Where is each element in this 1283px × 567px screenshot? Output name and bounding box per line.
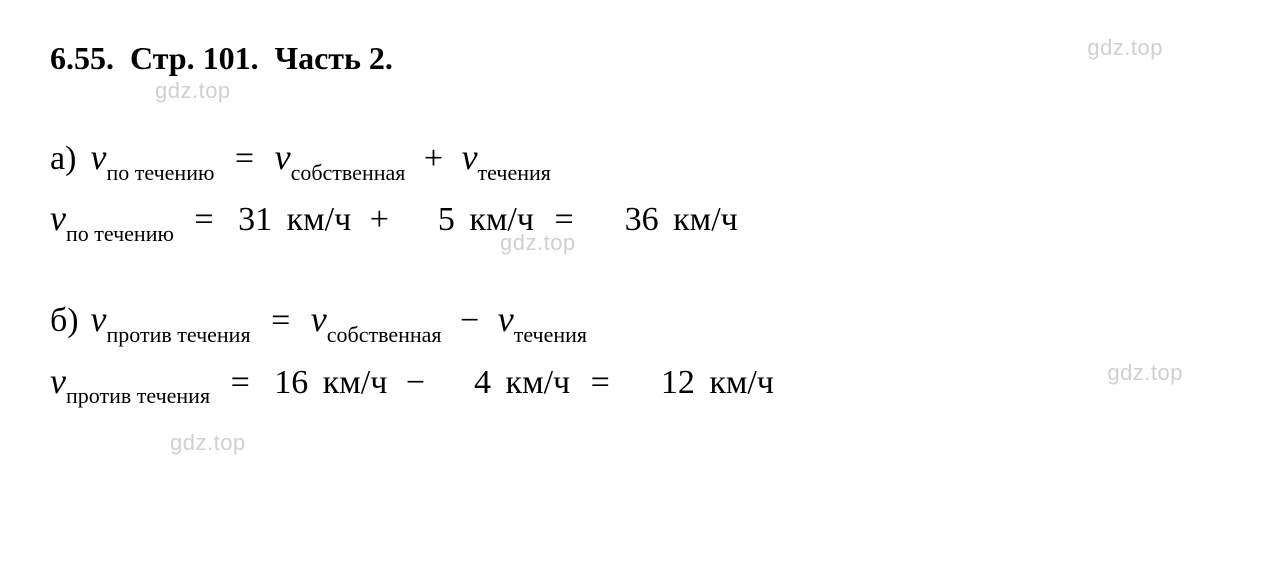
value: 31 bbox=[238, 201, 272, 238]
calculation-line-b: vпротив течения = 16 км/ч − 4 км/ч = 12 … bbox=[50, 351, 1233, 412]
subscript: по течению bbox=[66, 221, 174, 246]
subscript: течения bbox=[478, 160, 551, 185]
formula-line-a: а) vпо течению = vсобственная + vтечения bbox=[50, 127, 1233, 188]
operator: − bbox=[460, 302, 479, 339]
result-value: 12 bbox=[661, 364, 695, 401]
page-reference: Стр. 101. bbox=[130, 40, 259, 76]
variable: v bbox=[91, 299, 107, 339]
value: 16 bbox=[274, 364, 308, 401]
operator: + bbox=[370, 201, 389, 238]
part-b: б) vпротив течения = vсобственная − vтеч… bbox=[50, 289, 1233, 411]
part-reference: Часть 2. bbox=[275, 40, 393, 76]
part-label-a: а) bbox=[50, 130, 82, 188]
watermark: gdz.top bbox=[170, 430, 246, 456]
calculation-line-a: vпо течению = 31 км/ч + 5 км/ч = 36 км/ч bbox=[50, 188, 1233, 249]
unit: км/ч bbox=[287, 201, 352, 238]
equals: = bbox=[194, 201, 213, 238]
watermark: gdz.top bbox=[155, 78, 231, 104]
equals: = bbox=[235, 140, 254, 177]
exercise-header: 6.55. Стр. 101. Часть 2. bbox=[50, 40, 1233, 77]
variable: v bbox=[311, 299, 327, 339]
variable: v bbox=[498, 299, 514, 339]
result-value: 36 bbox=[625, 201, 659, 238]
operator: − bbox=[406, 364, 425, 401]
equals: = bbox=[231, 364, 250, 401]
variable: v bbox=[462, 137, 478, 177]
part-a: а) vпо течению = vсобственная + vтечения… bbox=[50, 127, 1233, 249]
subscript: против течения bbox=[66, 383, 210, 408]
subscript: против течения bbox=[106, 322, 250, 347]
formula-line-b: б) vпротив течения = vсобственная − vтеч… bbox=[50, 289, 1233, 350]
operator: + bbox=[424, 140, 443, 177]
unit: км/ч bbox=[323, 364, 388, 401]
variable: v bbox=[50, 361, 66, 401]
unit: км/ч bbox=[673, 201, 738, 238]
variable: v bbox=[50, 198, 66, 238]
unit: км/ч bbox=[709, 364, 774, 401]
unit: км/ч bbox=[469, 201, 534, 238]
equals: = bbox=[591, 364, 610, 401]
unit: км/ч bbox=[506, 364, 571, 401]
exercise-number: 6.55. bbox=[50, 40, 114, 76]
subscript: течения bbox=[514, 322, 587, 347]
variable: v bbox=[275, 137, 291, 177]
value: 5 bbox=[438, 201, 455, 238]
subscript: собственная bbox=[327, 322, 442, 347]
part-label-b: б) bbox=[50, 292, 82, 350]
equals: = bbox=[554, 201, 573, 238]
value: 4 bbox=[474, 364, 491, 401]
subscript: собственная bbox=[291, 160, 406, 185]
equals: = bbox=[271, 302, 290, 339]
variable: v bbox=[91, 137, 107, 177]
subscript: по течению bbox=[106, 160, 214, 185]
